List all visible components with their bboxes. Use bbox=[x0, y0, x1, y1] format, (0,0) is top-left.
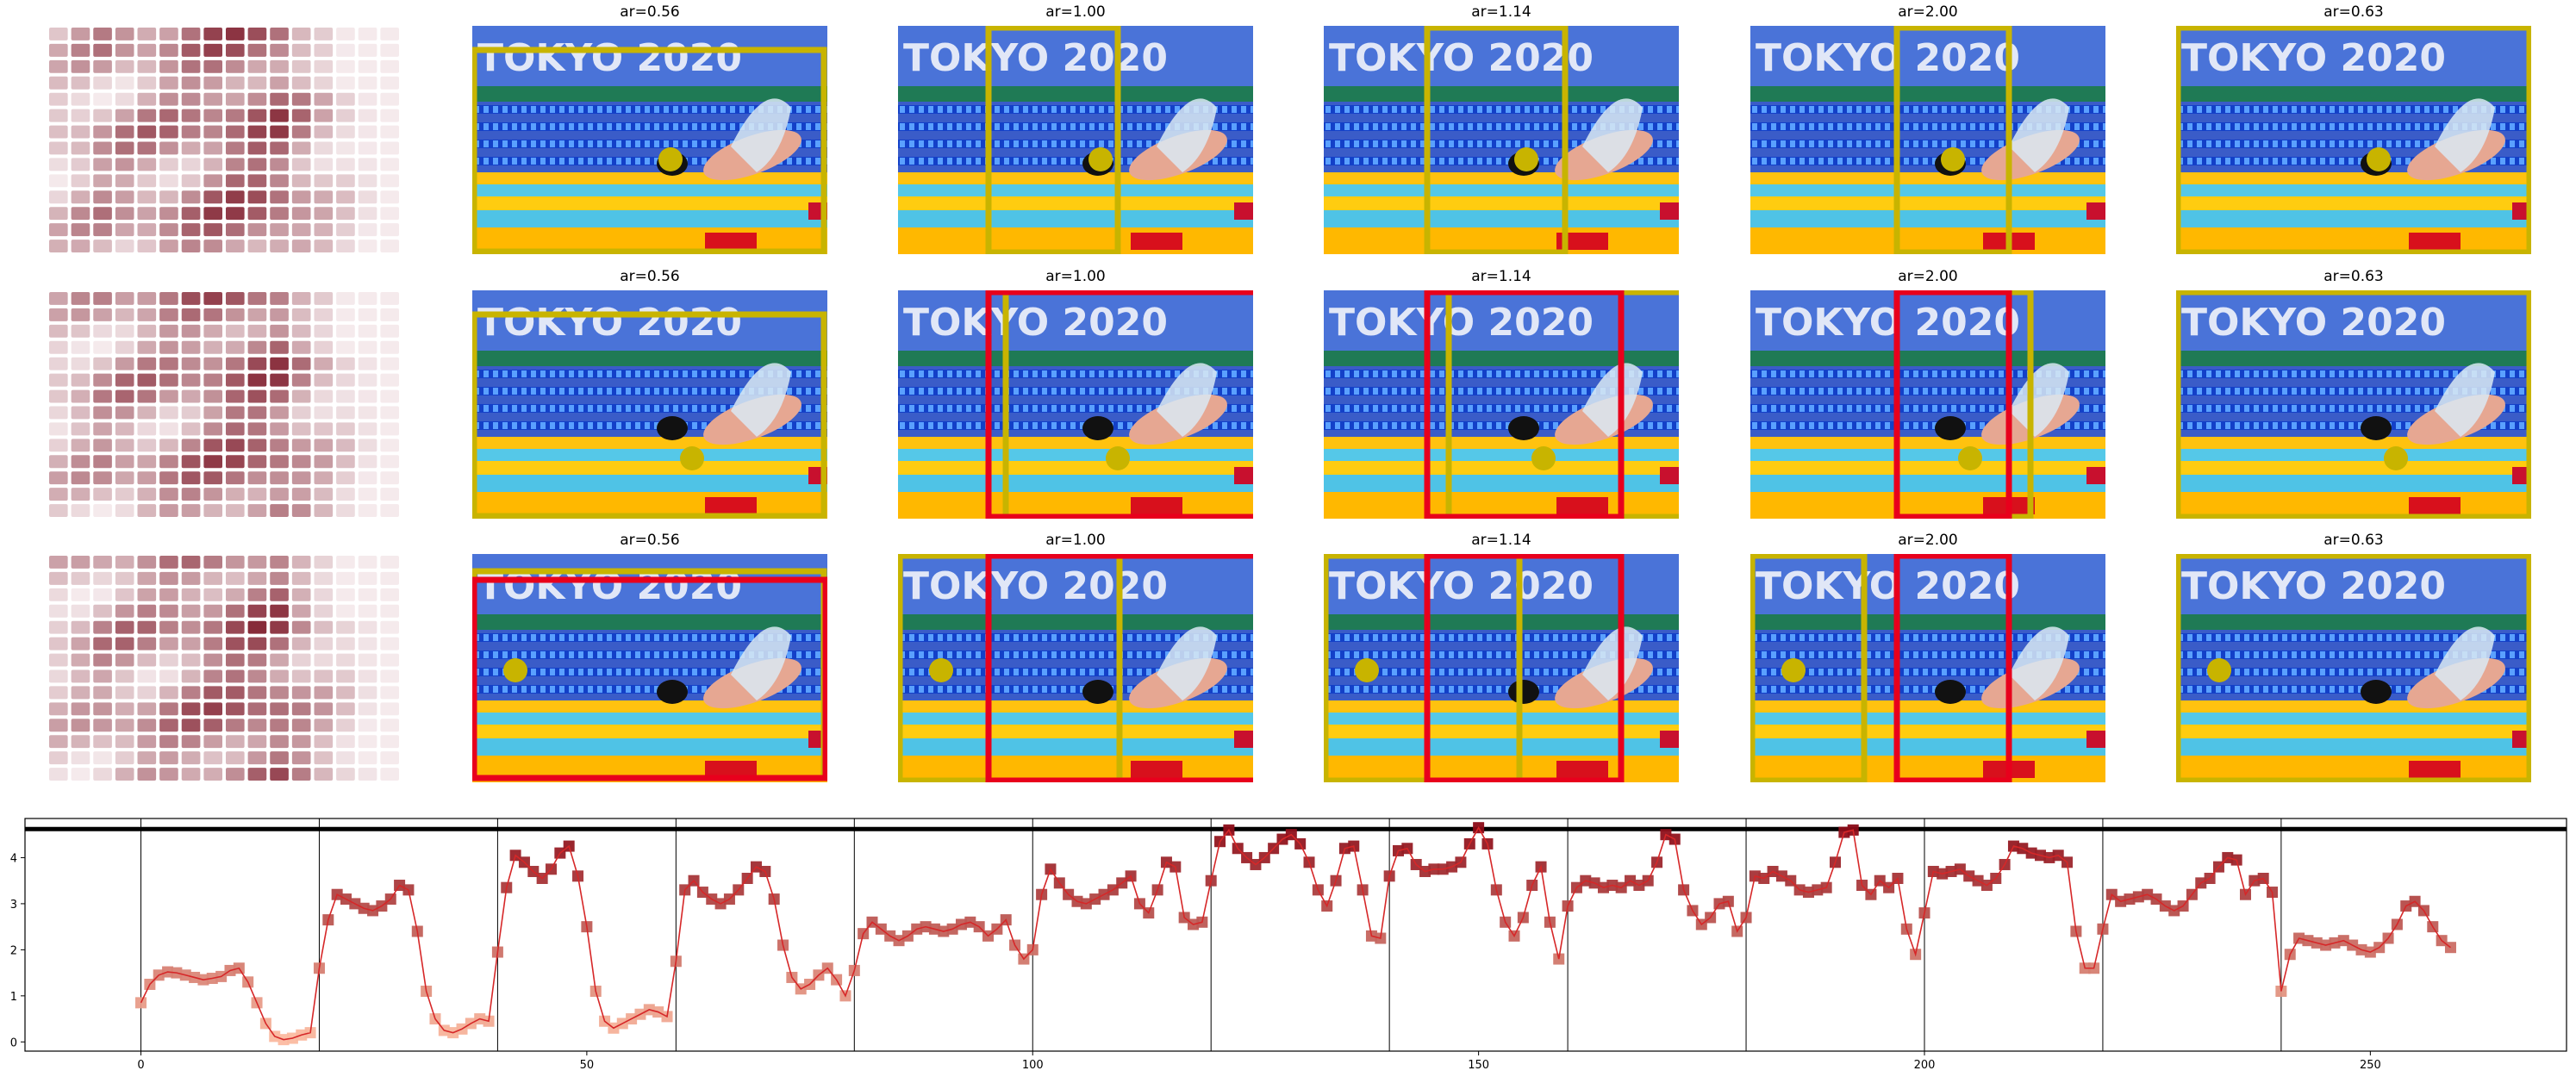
swimmer-photo-panel: TOKYO 2020 bbox=[1750, 554, 2105, 782]
photo-banner-text: TOKYO 2020 bbox=[1329, 301, 1594, 345]
data-point bbox=[2444, 942, 2456, 954]
focus-point-marker bbox=[2384, 446, 2408, 470]
x-tick-label: 0 bbox=[137, 1059, 144, 1072]
photo-banner-text: TOKYO 2020 bbox=[2181, 301, 2446, 345]
attention-heatmap bbox=[49, 292, 399, 517]
y-tick-label: 2 bbox=[10, 944, 17, 957]
swimmer-photo-panel: TOKYO 2020 bbox=[1750, 290, 2105, 519]
panel-title: ar=0.63 bbox=[2323, 268, 2384, 285]
swimmer-photo-panel: TOKYO 2020 bbox=[898, 290, 1253, 519]
focus-point-marker bbox=[2207, 658, 2231, 682]
focus-point-marker bbox=[1355, 658, 1379, 682]
focus-point-marker bbox=[1106, 446, 1130, 470]
x-tick-label: 200 bbox=[1914, 1059, 1936, 1072]
panel-title: ar=1.14 bbox=[1471, 532, 1531, 549]
x-tick-label: 100 bbox=[1022, 1059, 1044, 1072]
yellow-crop-box bbox=[2176, 554, 2531, 782]
focus-point-marker bbox=[680, 446, 704, 470]
attention-heatmap bbox=[49, 556, 399, 781]
photo-banner-text: TOKYO 2020 bbox=[1756, 301, 2020, 345]
focus-point-marker bbox=[2367, 147, 2391, 171]
panel-title: ar=1.14 bbox=[1471, 3, 1531, 21]
photo-banner-text: TOKYO 2020 bbox=[1329, 564, 1594, 608]
swimmer-photo-panel: TOKYO 2020 bbox=[2176, 554, 2531, 782]
panel-title: ar=0.63 bbox=[2323, 3, 2384, 21]
swimmer-photo-panel: TOKYO 2020 bbox=[1750, 26, 2105, 254]
y-tick-label: 0 bbox=[10, 1036, 17, 1049]
plot-frame bbox=[24, 818, 2567, 1052]
yellow-crop-box bbox=[2176, 290, 2531, 519]
yellow-crop-box bbox=[472, 47, 827, 254]
panel-title: ar=1.00 bbox=[1045, 3, 1106, 21]
photo-banner-text: TOKYO 2020 bbox=[2181, 36, 2446, 80]
panel-title: ar=0.56 bbox=[620, 268, 680, 285]
series-line bbox=[140, 826, 2451, 1041]
focus-point-marker bbox=[658, 147, 683, 171]
photo-banner-text: TOKYO 2020 bbox=[2181, 564, 2446, 608]
photo-banner-text: TOKYO 2020 bbox=[903, 564, 1168, 608]
yellow-crop-box bbox=[1893, 26, 2012, 254]
line-chart: 0 50 100 150 200 250 0 1 2 3 4 bbox=[10, 818, 2567, 1072]
panel-title: ar=0.56 bbox=[620, 3, 680, 21]
focus-point-marker bbox=[1941, 147, 1965, 171]
photo-banner-text: TOKYO 2020 bbox=[477, 36, 742, 80]
swimmer-photo-panel: TOKYO 2020 bbox=[2176, 26, 2531, 254]
panel-title: ar=2.00 bbox=[1898, 3, 1958, 21]
swimmer-photo-panel: TOKYO 2020 bbox=[472, 290, 827, 519]
swimmer-photo-panel: TOKYO 2020 bbox=[472, 26, 827, 254]
focus-point-marker bbox=[1531, 446, 1556, 470]
photo-banner-text: TOKYO 2020 bbox=[903, 301, 1168, 345]
x-tick-label: 150 bbox=[1468, 1059, 1489, 1072]
panel-title: ar=0.63 bbox=[2323, 532, 2384, 549]
photo-banner-text: TOKYO 2020 bbox=[903, 36, 1168, 80]
panel-title: ar=1.00 bbox=[1045, 532, 1106, 549]
focus-point-marker bbox=[1514, 147, 1538, 171]
y-tick-label: 1 bbox=[10, 991, 17, 1004]
panel-title: ar=2.00 bbox=[1898, 268, 1958, 285]
photo-banner-text: TOKYO 2020 bbox=[1756, 36, 2020, 80]
yellow-crop-box bbox=[2176, 26, 2531, 254]
swimmer-photo-panel: TOKYO 2020 bbox=[898, 26, 1253, 254]
red-crop-box bbox=[1893, 554, 2012, 782]
panel-title: ar=2.00 bbox=[1898, 532, 1958, 549]
red-crop-box bbox=[1424, 554, 1625, 782]
y-tick-label: 4 bbox=[10, 852, 17, 865]
yellow-crop-box bbox=[985, 26, 1121, 254]
red-crop-box bbox=[1424, 290, 1625, 519]
photo-banner-text: TOKYO 2020 bbox=[1756, 564, 2020, 608]
focus-point-marker bbox=[1088, 147, 1113, 171]
swimmer-photo-panel: TOKYO 2020 bbox=[1324, 290, 1679, 519]
swimmer-photo-panel: TOKYO 2020 bbox=[472, 554, 827, 782]
focus-point-marker bbox=[1781, 658, 1806, 682]
attention-heatmap bbox=[49, 28, 399, 252]
red-crop-box bbox=[472, 576, 827, 781]
swimmer-photo-panel: TOKYO 2020 bbox=[1324, 26, 1679, 254]
yellow-crop-box bbox=[1324, 554, 1523, 782]
swimmer-photo-panel: TOKYO 2020 bbox=[2176, 290, 2531, 519]
panel-title: ar=0.56 bbox=[620, 532, 680, 549]
focus-point-marker bbox=[929, 658, 953, 682]
swimmer-photo-panel: TOKYO 2020 bbox=[1324, 554, 1679, 782]
focus-point-marker bbox=[1958, 446, 1982, 470]
y-tick-label: 3 bbox=[10, 899, 17, 912]
yellow-crop-box bbox=[1750, 554, 1868, 782]
focus-point-marker bbox=[503, 658, 527, 682]
red-crop-box bbox=[985, 554, 1253, 782]
photo-banner-text: TOKYO 2020 bbox=[477, 301, 742, 345]
yellow-crop-box bbox=[1424, 26, 1569, 254]
yellow-crop-box bbox=[472, 311, 827, 519]
red-crop-box bbox=[1893, 290, 2012, 519]
x-tick-label: 50 bbox=[580, 1059, 595, 1072]
photo-banner-text: TOKYO 2020 bbox=[1329, 36, 1594, 80]
swimmer-photo-panel: TOKYO 2020 bbox=[898, 554, 1253, 782]
panel-title: ar=1.00 bbox=[1045, 268, 1106, 285]
red-crop-box bbox=[985, 290, 1253, 519]
panel-title: ar=1.14 bbox=[1471, 268, 1531, 285]
x-tick-label: 250 bbox=[2360, 1059, 2381, 1072]
